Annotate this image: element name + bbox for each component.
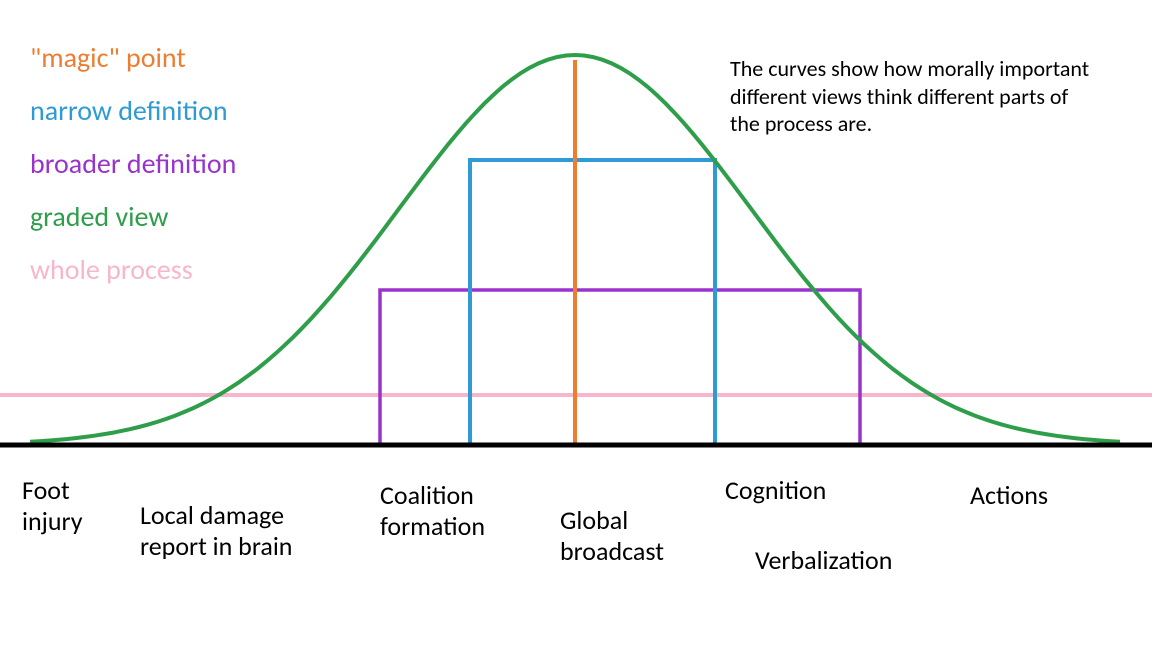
x-axis-label: Actions xyxy=(970,480,1120,511)
narrow-definition-curve xyxy=(470,160,715,445)
x-axis-label: Verbalization xyxy=(755,545,955,576)
x-axis-label: Global broadcast xyxy=(560,505,710,567)
diagram-container: "magic" point narrow definition broader … xyxy=(0,0,1152,648)
broader-definition-curve xyxy=(380,290,860,445)
x-axis-label: Foot injury xyxy=(22,475,122,537)
x-axis-label: Cognition xyxy=(725,475,875,506)
x-axis-label: Coalition formation xyxy=(380,480,540,542)
x-axis-label: Local damage report in brain xyxy=(140,500,350,562)
